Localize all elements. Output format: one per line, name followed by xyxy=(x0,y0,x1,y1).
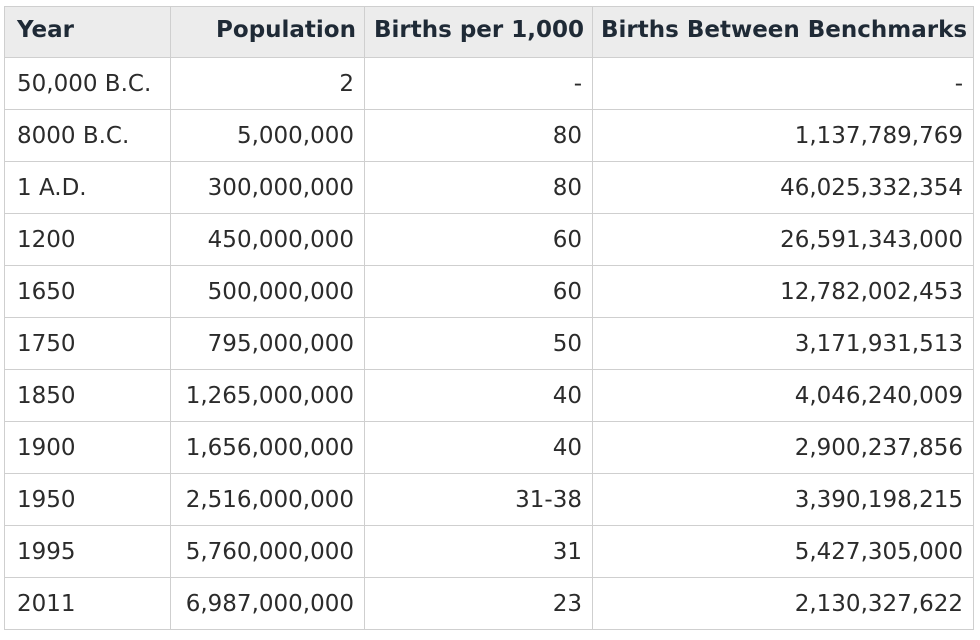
table-row: 50,000 B.C. 2- - xyxy=(4,57,974,110)
cell-births-between-benchmarks: 4,046,240,009 xyxy=(592,369,974,422)
cell-population: 2,516,000,000 xyxy=(170,473,365,526)
table-row: 1950 2,516,000,000 31-38 3,390,198,215 xyxy=(4,473,974,526)
table-row: 8000 B.C. 5,000,000 80 1,137,789,769 xyxy=(4,109,974,162)
cell-year: 1850 xyxy=(4,369,171,422)
cell-births-per-1000: 60 xyxy=(364,213,593,266)
cell-year: 2011 xyxy=(4,577,171,630)
table-row: 1995 5,760,000,000 31 5,427,305,000 xyxy=(4,525,974,578)
cell-births-between-benchmarks: 2,130,327,622 xyxy=(592,577,974,630)
cell-year: 1995 xyxy=(4,525,171,578)
cell-population: 1,656,000,000 xyxy=(170,421,365,474)
cell-births-per-1000: 31 xyxy=(364,525,593,578)
table-row: 1 A.D. 300,000,000 80 46,025,332,354 xyxy=(4,161,974,214)
cell-births-per-1000: - xyxy=(364,57,593,110)
cell-births-between-benchmarks: - xyxy=(592,57,974,110)
cell-population: 2 xyxy=(170,57,365,110)
cell-population: 5,760,000,000 xyxy=(170,525,365,578)
table-row: 1200 450,000,000 60 26,591,343,000 xyxy=(4,213,974,266)
cell-births-between-benchmarks: 3,390,198,215 xyxy=(592,473,974,526)
header-population: Population xyxy=(170,6,365,58)
cell-year: 1200 xyxy=(4,213,171,266)
population-births-table: Year Population Births per 1,000 Births … xyxy=(4,6,974,630)
cell-births-per-1000: 80 xyxy=(364,109,593,162)
cell-population: 300,000,000 xyxy=(170,161,365,214)
cell-births-between-benchmarks: 5,427,305,000 xyxy=(592,525,974,578)
header-year: Year xyxy=(4,6,171,58)
cell-population: 1,265,000,000 xyxy=(170,369,365,422)
cell-births-per-1000: 60 xyxy=(364,265,593,318)
table-row: 1650 500,000,000 60 12,782,002,453 xyxy=(4,265,974,318)
cell-births-between-benchmarks: 1,137,789,769 xyxy=(592,109,974,162)
cell-births-per-1000: 80 xyxy=(364,161,593,214)
cell-births-per-1000: 40 xyxy=(364,421,593,474)
cell-year: 1950 xyxy=(4,473,171,526)
cell-year: 1750 xyxy=(4,317,171,370)
table-row: 2011 6,987,000,000 23 2,130,327,622 xyxy=(4,577,974,630)
cell-births-per-1000: 23 xyxy=(364,577,593,630)
cell-births-per-1000: 40 xyxy=(364,369,593,422)
cell-births-between-benchmarks: 3,171,931,513 xyxy=(592,317,974,370)
cell-population: 450,000,000 xyxy=(170,213,365,266)
cell-population: 500,000,000 xyxy=(170,265,365,318)
header-births-per-1000: Births per 1,000 xyxy=(364,6,593,58)
cell-year: 1650 xyxy=(4,265,171,318)
cell-year: 50,000 B.C. xyxy=(4,57,171,110)
cell-population: 5,000,000 xyxy=(170,109,365,162)
table-row: 1900 1,656,000,000 40 2,900,237,856 xyxy=(4,421,974,474)
cell-year: 8000 B.C. xyxy=(4,109,171,162)
table-row: 1750 795,000,000 50 3,171,931,513 xyxy=(4,317,974,370)
table-row: 1850 1,265,000,000 40 4,046,240,009 xyxy=(4,369,974,422)
cell-births-between-benchmarks: 2,900,237,856 xyxy=(592,421,974,474)
cell-births-per-1000: 50 xyxy=(364,317,593,370)
cell-births-between-benchmarks: 12,782,002,453 xyxy=(592,265,974,318)
cell-year: 1 A.D. xyxy=(4,161,171,214)
table-header-row: Year Population Births per 1,000 Births … xyxy=(4,6,974,58)
population-table-container: Year Population Births per 1,000 Births … xyxy=(4,6,974,630)
header-births-between-benchmarks: Births Between Benchmarks xyxy=(592,6,974,58)
table-body: 50,000 B.C. 2- -8000 B.C. 5,000,000 80 1,137,… xyxy=(4,57,974,630)
cell-year: 1900 xyxy=(4,421,171,474)
cell-births-between-benchmarks: 26,591,343,000 xyxy=(592,213,974,266)
cell-population: 795,000,000 xyxy=(170,317,365,370)
cell-births-per-1000: 31-38 xyxy=(364,473,593,526)
cell-births-between-benchmarks: 46,025,332,354 xyxy=(592,161,974,214)
cell-population: 6,987,000,000 xyxy=(170,577,365,630)
